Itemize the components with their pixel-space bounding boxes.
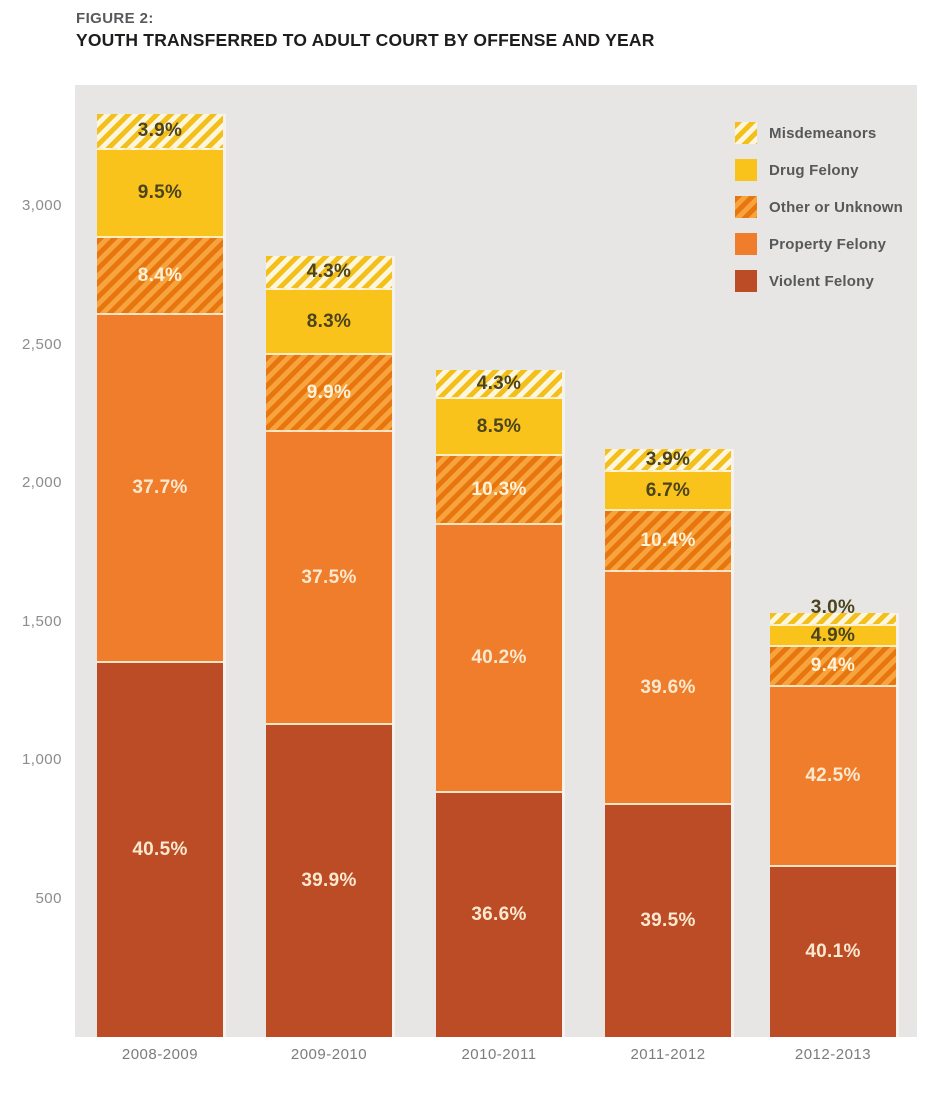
segment-label: 40.2% (471, 647, 527, 668)
segment-label: 37.7% (132, 477, 188, 498)
legend-label: Drug Felony (769, 161, 859, 179)
x-tick-label: 2011-2012 (630, 1046, 706, 1063)
segment-misdemeanors: 3.9% (97, 114, 223, 150)
segment-violent-felony: 36.6% (436, 793, 562, 1037)
legend-swatch-other-or-unknown (735, 196, 757, 218)
segment-drug-felony: 6.7% (605, 472, 731, 511)
segment-property-felony: 39.6% (605, 572, 731, 805)
bar-2011-2012: 3.9% 6.7% 10.4% 39.6% 39.5% (605, 449, 731, 1037)
segment-drug-felony: 8.3% (266, 290, 392, 355)
segment-label: 10.4% (640, 529, 696, 551)
segment-misdemeanors: 4.3% (266, 256, 392, 290)
segment-violent-felony: 40.1% (770, 867, 896, 1037)
x-tick-label: 2008-2009 (121, 1046, 199, 1063)
segment-property-felony: 37.7% (97, 315, 223, 663)
segment-drug-felony: 9.5% (97, 150, 223, 238)
segment-other-or-unknown: 10.4% (605, 511, 731, 572)
segment-label: 9.5% (137, 182, 183, 203)
segment-label: 39.9% (301, 870, 357, 891)
segment-other-or-unknown: 10.3% (436, 456, 562, 525)
x-tick-label: 2012-2013 (794, 1046, 872, 1063)
bar-2008-2009: 3.9% 9.5% 8.4% 37.7% 40.5% (97, 114, 223, 1037)
segment-misdemeanors: 4.3% (436, 370, 562, 399)
segment-label: 40.1% (805, 941, 861, 962)
legend-label: Violent Felony (769, 272, 875, 290)
legend-swatch-drug-felony (735, 159, 757, 181)
segment-property-felony: 40.2% (436, 525, 562, 793)
segment-label: 4.3% (476, 372, 522, 394)
chart-title: YOUTH TRANSFERRED TO ADULT COURT BY OFFE… (76, 30, 655, 50)
x-tick-label: 2009-2010 (290, 1046, 368, 1063)
segment-label: 8.3% (306, 310, 352, 332)
figure-label: FIGURE 2: (76, 10, 154, 27)
y-tick-label: 2,500 (21, 335, 62, 353)
segment-label: 4.3% (306, 261, 352, 282)
segment-label: 6.7% (645, 479, 691, 501)
segment-label: 3.9% (137, 120, 183, 141)
legend-swatch-misdemeanors (735, 122, 757, 144)
legend-label: Property Felony (769, 235, 887, 253)
y-tick-label: 3,000 (21, 197, 62, 214)
segment-label: 39.6% (640, 676, 696, 698)
segment-other-or-unknown: 9.4% (770, 647, 896, 687)
legend-item-other-or-unknown: Other or Unknown (735, 196, 903, 218)
segment-violent-felony: 40.5% (97, 663, 223, 1037)
segment-violent-felony: 39.5% (605, 805, 731, 1037)
segment-label: 42.5% (805, 765, 861, 786)
legend-item-misdemeanors: Misdemeanors (735, 122, 903, 144)
segment-label: 8.4% (137, 264, 183, 286)
y-tick-label: 500 (35, 889, 62, 907)
bar-2010-2011: 4.3% 8.5% 10.3% 40.2% 36.6% (436, 370, 562, 1037)
legend-item-property-felony: Property Felony (735, 233, 903, 255)
segment-other-or-unknown: 8.4% (97, 238, 223, 315)
segment-drug-felony: 8.5% (436, 399, 562, 456)
segment-label: 40.5% (132, 839, 188, 860)
legend-label: Other or Unknown (769, 198, 904, 216)
segment-property-felony: 42.5% (770, 687, 896, 867)
segment-label: 39.5% (640, 910, 696, 931)
bar-2009-2010: 4.3% 8.3% 9.9% 37.5% 39.9% (266, 256, 392, 1037)
segment-violent-felony: 39.9% (266, 725, 392, 1037)
legend-item-violent-felony: Violent Felony (735, 270, 903, 292)
legend-swatch-property-felony (735, 233, 757, 255)
segment-label: 8.5% (476, 415, 522, 437)
x-tick-label: 2010-2011 (461, 1046, 537, 1063)
segment-other-or-unknown: 9.9% (266, 355, 392, 432)
legend: Misdemeanors Drug Felony Other or Unknown P… (735, 122, 903, 292)
y-tick-label: 1,000 (21, 751, 62, 768)
segment-label: 37.5% (301, 566, 357, 588)
segment-label: 9.9% (306, 381, 352, 403)
bar-2012-2013: 3.0% 4.9% 9.4% 42.5% 40.1% (770, 597, 896, 1037)
segment-property-felony: 37.5% (266, 432, 392, 725)
segment-misdemeanors: 3.9% (605, 449, 731, 472)
legend-item-drug-felony: Drug Felony (735, 159, 903, 181)
y-tick-label: 2,000 (21, 474, 62, 491)
segment-label: 36.6% (471, 904, 527, 925)
legend-swatch-violent-felony (735, 270, 757, 292)
segment-label: 4.9% (810, 624, 856, 646)
segment-label: 9.4% (810, 655, 856, 676)
legend-label: Misdemeanors (769, 124, 877, 142)
segment-drug-felony: 4.9% (770, 624, 896, 647)
segment-misdemeanors: 3.0% (770, 597, 896, 626)
segment-label: 3.9% (645, 448, 691, 470)
y-tick-label: 1,500 (21, 612, 62, 630)
segment-label: 10.3% (471, 478, 527, 500)
